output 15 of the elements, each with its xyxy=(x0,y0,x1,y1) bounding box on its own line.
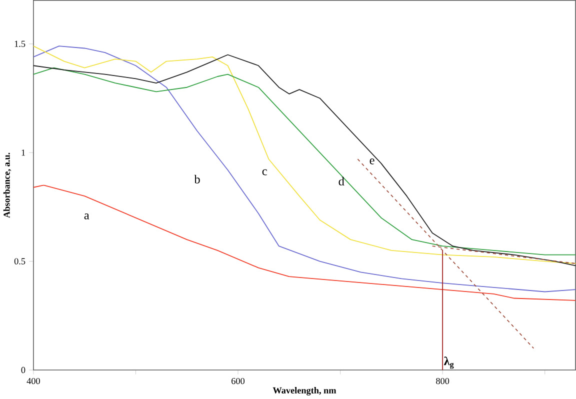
series-label: d xyxy=(338,176,344,186)
series-label: e xyxy=(370,158,374,164)
y-tick-label: 1.5 xyxy=(14,40,26,48)
annotation: λ$_{g}$ xyxy=(444,356,454,369)
text: b xyxy=(194,174,200,184)
series-label: c xyxy=(262,170,267,176)
y-tick-label: 0 xyxy=(21,367,26,374)
x-tick-label: 600 xyxy=(232,378,245,384)
y-tick-label: 1 xyxy=(22,150,25,156)
x-tick-label: 400 xyxy=(26,378,40,384)
y-tick-label: 0.5 xyxy=(14,258,26,265)
x-tick-label: 800 xyxy=(436,378,450,384)
y-axis-title: Absorbance, a.u. xyxy=(3,152,12,218)
series-label: a xyxy=(84,214,90,220)
x-axis-title: Wavelength, nm xyxy=(272,387,336,396)
